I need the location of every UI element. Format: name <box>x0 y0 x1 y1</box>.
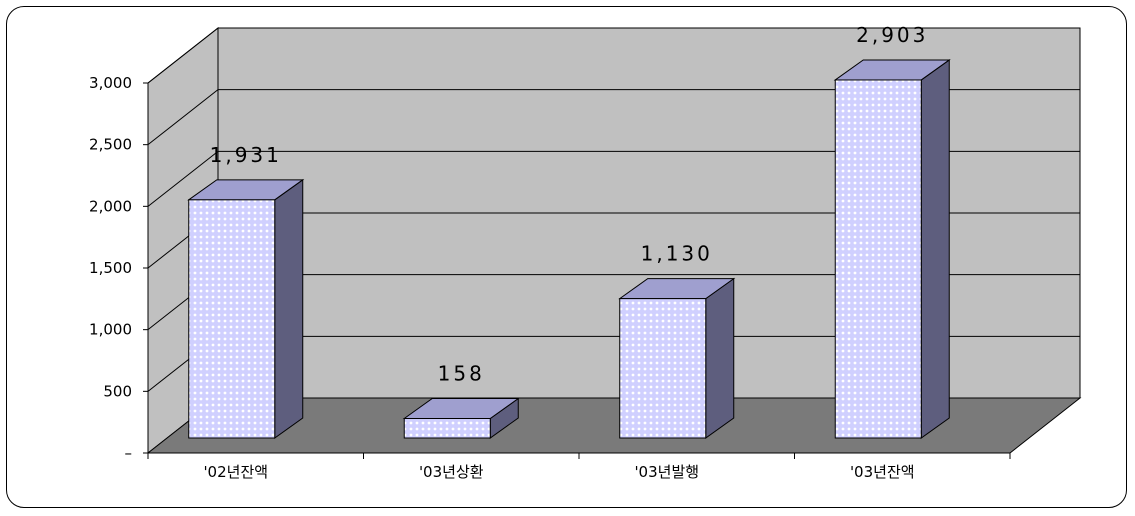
bar-side <box>274 178 304 439</box>
bar <box>618 277 736 439</box>
y-tick-label: 1,000 <box>89 321 132 339</box>
data-label: 2,903 <box>856 23 928 47</box>
data-label: 158 <box>438 362 485 386</box>
bar-side <box>920 58 950 439</box>
gridline-side <box>147 150 219 207</box>
bar-front <box>834 79 922 439</box>
chart-frame <box>6 6 1127 508</box>
x-tick-label: '03년발행 <box>634 463 699 481</box>
y-tick-label: 3,000 <box>89 74 132 92</box>
x-tick-label: '03년잔액 <box>850 463 915 481</box>
y-tick-label: – <box>125 444 133 462</box>
bar <box>833 58 951 439</box>
data-label: 1,931 <box>210 143 282 167</box>
x-tick-label: '02년잔액 <box>203 463 268 481</box>
x-tick-label: '03년상환 <box>419 463 484 481</box>
bar <box>187 178 305 439</box>
gridline-side <box>147 27 219 84</box>
data-label: 1,130 <box>641 242 713 266</box>
y-tick-label: 500 <box>103 382 132 400</box>
bar-front <box>403 418 491 439</box>
bar <box>402 397 520 439</box>
bar-front <box>188 199 276 439</box>
y-tick-label: 2,000 <box>89 197 132 215</box>
y-tick-label: 1,500 <box>89 259 132 277</box>
y-tick-label: 2,500 <box>89 136 132 154</box>
bar-front <box>619 298 707 439</box>
bar-side <box>705 277 735 439</box>
gridline-side <box>147 89 219 146</box>
